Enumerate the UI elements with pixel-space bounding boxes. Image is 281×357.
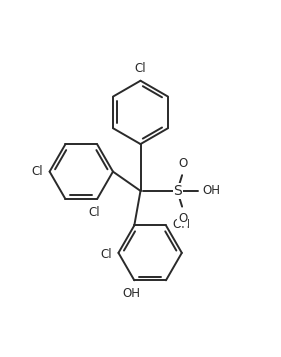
Text: O: O [178, 212, 187, 225]
Text: S: S [173, 184, 182, 198]
Text: OH: OH [123, 287, 140, 300]
Text: OH: OH [203, 185, 221, 197]
Text: Cl: Cl [100, 248, 112, 261]
Text: OH: OH [173, 217, 191, 231]
Text: Cl: Cl [31, 165, 43, 178]
Text: Cl: Cl [89, 206, 100, 219]
Text: Cl: Cl [135, 62, 146, 75]
Text: O: O [178, 157, 187, 170]
